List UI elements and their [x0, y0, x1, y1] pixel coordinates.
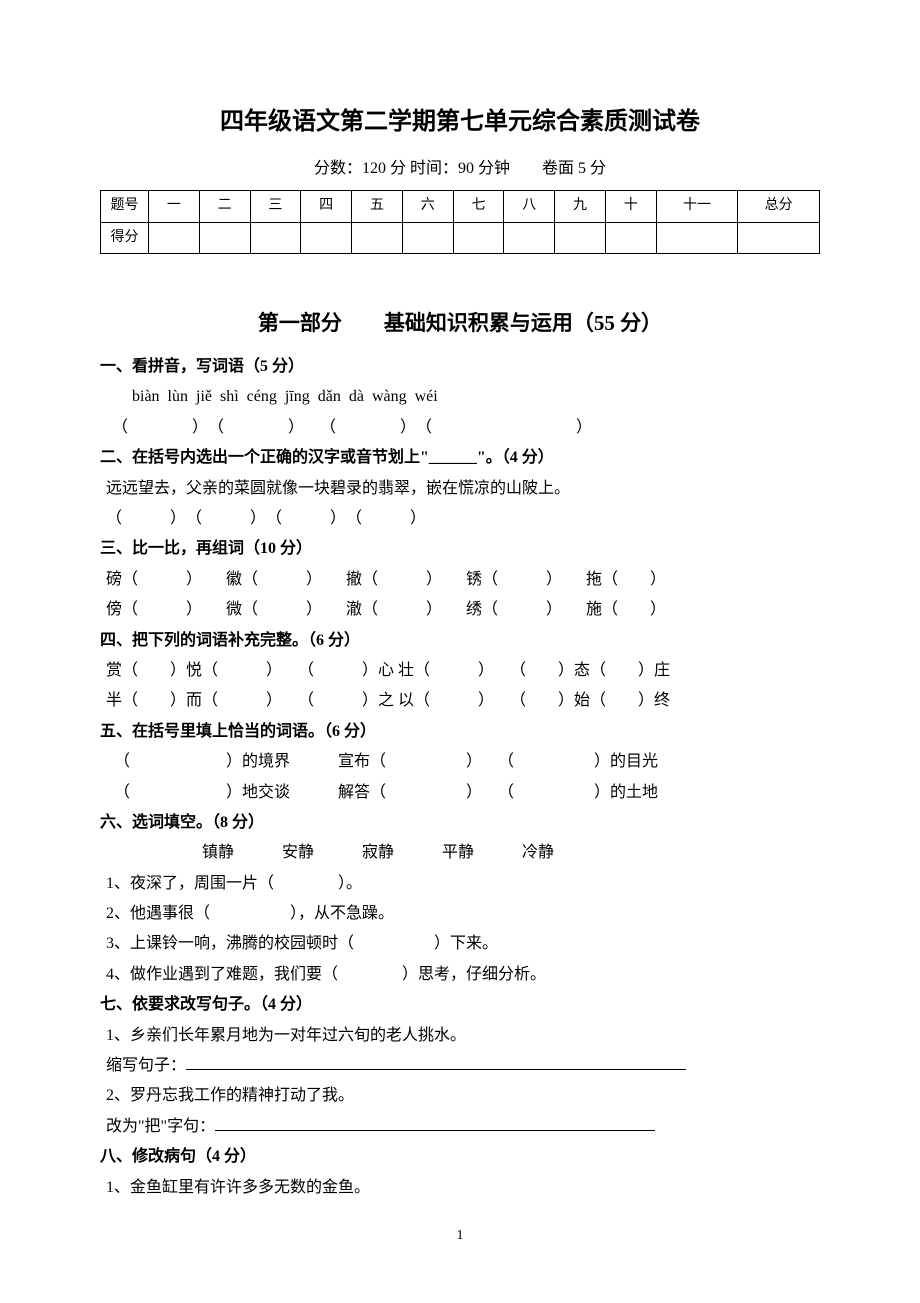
table-row-headers: 题号 一 二 三 四 五 六 七 八 九 十 十一 总分: [101, 190, 820, 222]
col-header: 八: [504, 190, 555, 222]
q4-line2: 半（ ）而（ ） （ ）之 以（ ） （ ）始（ ）终: [100, 686, 820, 716]
q4-line1: 赏（ ）悦（ ） （ ）心 壮（ ） （ ）态（ ）庄: [100, 656, 820, 686]
score-cell: [250, 222, 301, 254]
score-table: 题号 一 二 三 四 五 六 七 八 九 十 十一 总分 得分: [100, 190, 820, 254]
row-label: 题号: [101, 190, 149, 222]
q5-line2: （ ）地交谈 解答（ ） （ ）的土地: [100, 778, 820, 808]
q5-heading: 五、在括号里填上恰当的词语。（6 分）: [100, 717, 820, 747]
col-header: 九: [555, 190, 606, 222]
col-header: 五: [352, 190, 403, 222]
q7-line2-prefix: 缩写句子：: [106, 1057, 186, 1074]
q3-line2: 傍（ ） 微（ ） 澈（ ） 绣（ ） 施（ ）: [100, 595, 820, 625]
score-cell: [402, 222, 453, 254]
q6-line2: 2、他遇事很（ ），从不急躁。: [100, 899, 820, 929]
q7-line2: 缩写句子：: [100, 1051, 820, 1081]
exam-title: 四年级语文第二学期第七单元综合素质测试卷: [100, 100, 820, 146]
col-header: 十: [605, 190, 656, 222]
q2-sentence: 远远望去，父亲的菜圆就像一块碧录的翡翠，嵌在慌凉的山陂上。: [100, 474, 820, 504]
q3-line1: 磅（ ） 徽（ ） 撤（ ） 锈（ ） 拖（ ）: [100, 565, 820, 595]
q5-line1: （ ）的境界 宣布（ ） （ ）的目光: [100, 747, 820, 777]
q6-heading: 六、选词填空。（8 分）: [100, 808, 820, 838]
score-cell: [352, 222, 403, 254]
score-cell: [149, 222, 200, 254]
score-cell: [738, 222, 820, 254]
score-cell: [504, 222, 555, 254]
q7-line1: 1、乡亲们长年累月地为一对年过六旬的老人挑水。: [100, 1021, 820, 1051]
score-cell: [199, 222, 250, 254]
q4-heading: 四、把下列的词语补充完整。（6 分）: [100, 626, 820, 656]
q7-heading: 七、依要求改写句子。（4 分）: [100, 990, 820, 1020]
q7-line4: 改为"把"字句：: [100, 1112, 820, 1142]
q7-line3: 2、罗丹忘我工作的精神打动了我。: [100, 1081, 820, 1111]
col-header: 四: [301, 190, 352, 222]
q1-pinyin: biàn lùn jiě shì céng jīng dǎn dà wàng w…: [100, 382, 820, 412]
q8-line1: 1、金鱼缸里有许许多多无数的金鱼。: [100, 1173, 820, 1203]
q8-heading: 八、修改病句（4 分）: [100, 1142, 820, 1172]
q6-line3: 3、上课铃一响，沸腾的校园顿时（ ）下来。: [100, 929, 820, 959]
col-header: 二: [199, 190, 250, 222]
score-cell: [656, 222, 738, 254]
q6-line4: 4、做作业遇到了难题，我们要（ ）思考，仔细分析。: [100, 960, 820, 990]
table-row-scores: 得分: [101, 222, 820, 254]
q6-words: 镇静 安静 寂静 平静 冷静: [100, 838, 820, 868]
q2-heading: 二、在括号内选出一个正确的汉字或音节划上"______"。（4 分）: [100, 443, 820, 473]
col-header: 六: [402, 190, 453, 222]
col-header: 总分: [738, 190, 820, 222]
q1-heading: 一、看拼音，写词语（5 分）: [100, 352, 820, 382]
row-label: 得分: [101, 222, 149, 254]
col-header: 十一: [656, 190, 738, 222]
exam-subtitle: 分数：120 分 时间：90 分钟 卷面 5 分: [100, 154, 820, 184]
section-1-title: 第一部分 基础知识积累与运用（55 分）: [100, 304, 820, 344]
q6-line1: 1、夜深了，周围一片（ ）。: [100, 869, 820, 899]
col-header: 一: [149, 190, 200, 222]
col-header: 七: [453, 190, 504, 222]
q7-line4-prefix: 改为"把"字句：: [106, 1118, 215, 1135]
score-cell: [453, 222, 504, 254]
q2-blanks: （ ） （ ） （ ） （ ）: [100, 504, 820, 534]
q7-blank-line-2: [215, 1130, 655, 1131]
score-cell: [605, 222, 656, 254]
page-number: 1: [100, 1223, 820, 1250]
col-header: 三: [250, 190, 301, 222]
q3-heading: 三、比一比，再组词（10 分）: [100, 534, 820, 564]
q1-blanks: （ ） （ ） （ ） （ ）: [100, 413, 820, 443]
score-cell: [555, 222, 606, 254]
q7-blank-line: [186, 1069, 686, 1070]
score-cell: [301, 222, 352, 254]
